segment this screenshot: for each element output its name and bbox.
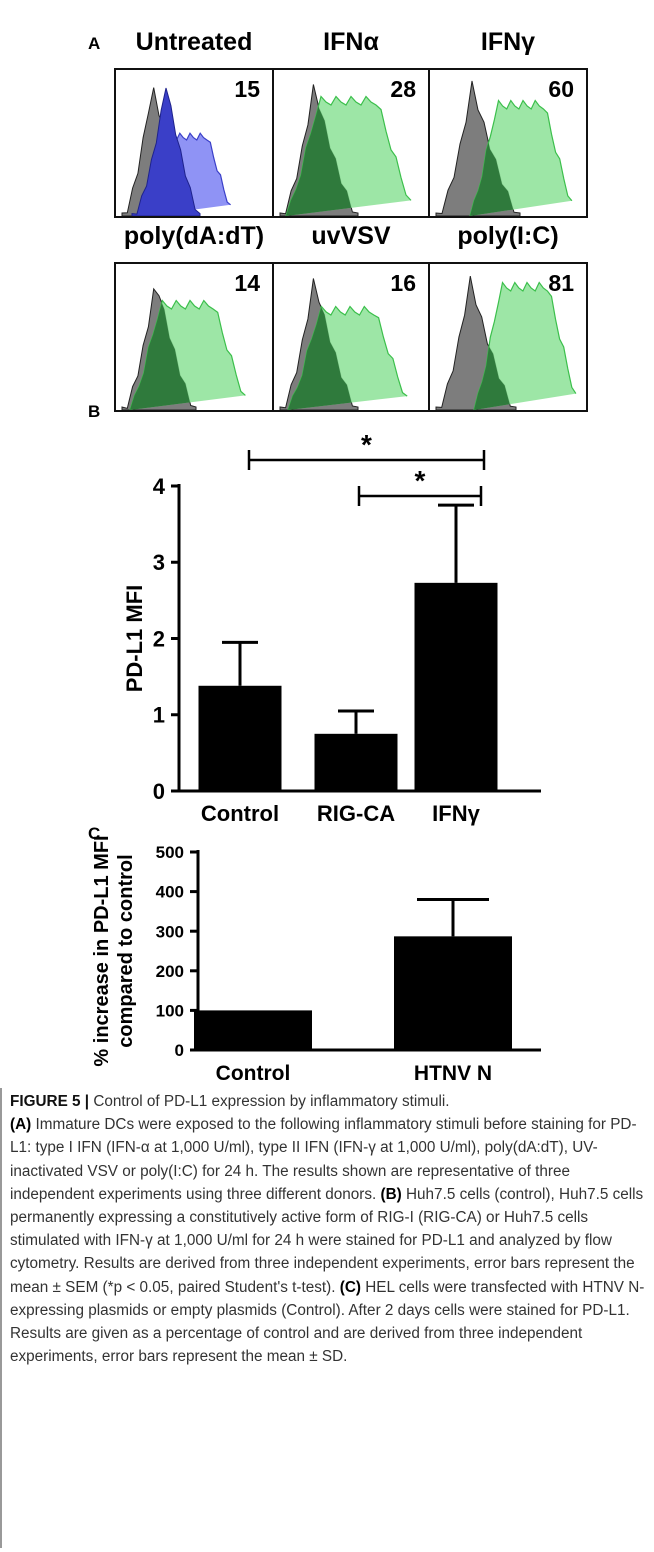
histogram-title: poly(dA:dT): [123, 222, 265, 250]
y-tick-label: 4: [153, 474, 166, 499]
y-tick-label: 300: [156, 922, 184, 941]
panel-c-letter: C: [88, 824, 101, 843]
overlap-histogram: [131, 87, 201, 216]
histogram-title: IFNα: [323, 28, 379, 56]
bar: [198, 685, 282, 791]
y-tick-label: 200: [156, 962, 184, 981]
histogram-mfi-value: 81: [548, 270, 574, 296]
histogram-plot: 15: [114, 68, 274, 218]
y-tick-label: 2: [153, 626, 165, 651]
category-label: IFNγ: [432, 801, 480, 826]
caption-c-label: (C): [339, 1278, 361, 1296]
caption-title: Control of PD-L1 expression by inflammat…: [89, 1093, 450, 1110]
bar: [194, 1010, 312, 1050]
y-tick-label: 100: [156, 1002, 184, 1021]
overlap-histogram: [286, 96, 358, 216]
chart-c: 0 100 200 300 400 500 Control HTNV N % increase …: [91, 835, 541, 1085]
category-label: RIG-CA: [317, 801, 395, 826]
y-axis-label: % increase in PD-L1 MFI: [91, 835, 113, 1066]
y-tick-label: 1: [153, 703, 165, 728]
histogram-plot: 60: [428, 68, 588, 218]
bar: [394, 936, 512, 1050]
treated-histogram: [473, 281, 577, 410]
histogram-plot: 28: [272, 68, 430, 218]
histogram-plot: 81: [428, 262, 588, 412]
chart-b: 0 1 2 3 4 Control RIG-CA IFNγ PD-L1 MFI * *: [122, 429, 541, 826]
histogram-mfi-value: 14: [234, 270, 260, 296]
y-axis-label: compared to control: [115, 854, 137, 1047]
caption-a-label: (A): [10, 1116, 32, 1134]
bar: [414, 582, 498, 791]
y-tick-label: 0: [153, 779, 165, 804]
histogram-title: uvVSV: [311, 222, 391, 250]
y-axis-label: PD-L1 MFI: [122, 585, 147, 693]
histogram-title: IFNγ: [480, 28, 536, 56]
histogram-mfi-value: 15: [234, 76, 260, 102]
y-tick-label: 500: [156, 843, 184, 862]
histogram-title: poly(I:C): [457, 222, 559, 250]
histogram-mfi-value: 60: [548, 76, 574, 102]
histogram-mfi-value: 28: [390, 76, 416, 102]
panel-a-letter: A: [88, 34, 101, 53]
caption-figure-label: FIGURE 5 |: [10, 1093, 90, 1110]
category-label: Control: [216, 1062, 291, 1085]
caption-c-text: HEL cells were transfected with HTNV N-e…: [10, 1278, 645, 1366]
y-tick-label: 400: [156, 883, 184, 902]
significance-label: *: [415, 465, 426, 496]
figure-caption: FIGURE 5 | Control of PD-L1 expression b…: [0, 1090, 654, 1368]
y-tick-label: 0: [175, 1041, 184, 1060]
histogram-plot: 16: [272, 262, 430, 412]
category-label: HTNV N: [414, 1062, 492, 1085]
histogram-mfi-value: 16: [390, 270, 416, 296]
significance-label: *: [361, 429, 372, 460]
panel-b-letter: B: [88, 402, 101, 421]
histogram-plot: 14: [114, 262, 274, 412]
caption-b-label: (B): [380, 1185, 402, 1203]
y-tick-label: 3: [153, 550, 165, 575]
bar: [314, 733, 398, 791]
caption-b-text: Huh7.5 cells (control), Huh7.5 cells per…: [10, 1185, 644, 1296]
histogram-title: Untreated: [135, 28, 253, 56]
caption-rule: [0, 1088, 2, 1548]
caption-a-text: Immature DCs were exposed to the followi…: [10, 1116, 637, 1203]
category-label: Control: [201, 801, 279, 826]
